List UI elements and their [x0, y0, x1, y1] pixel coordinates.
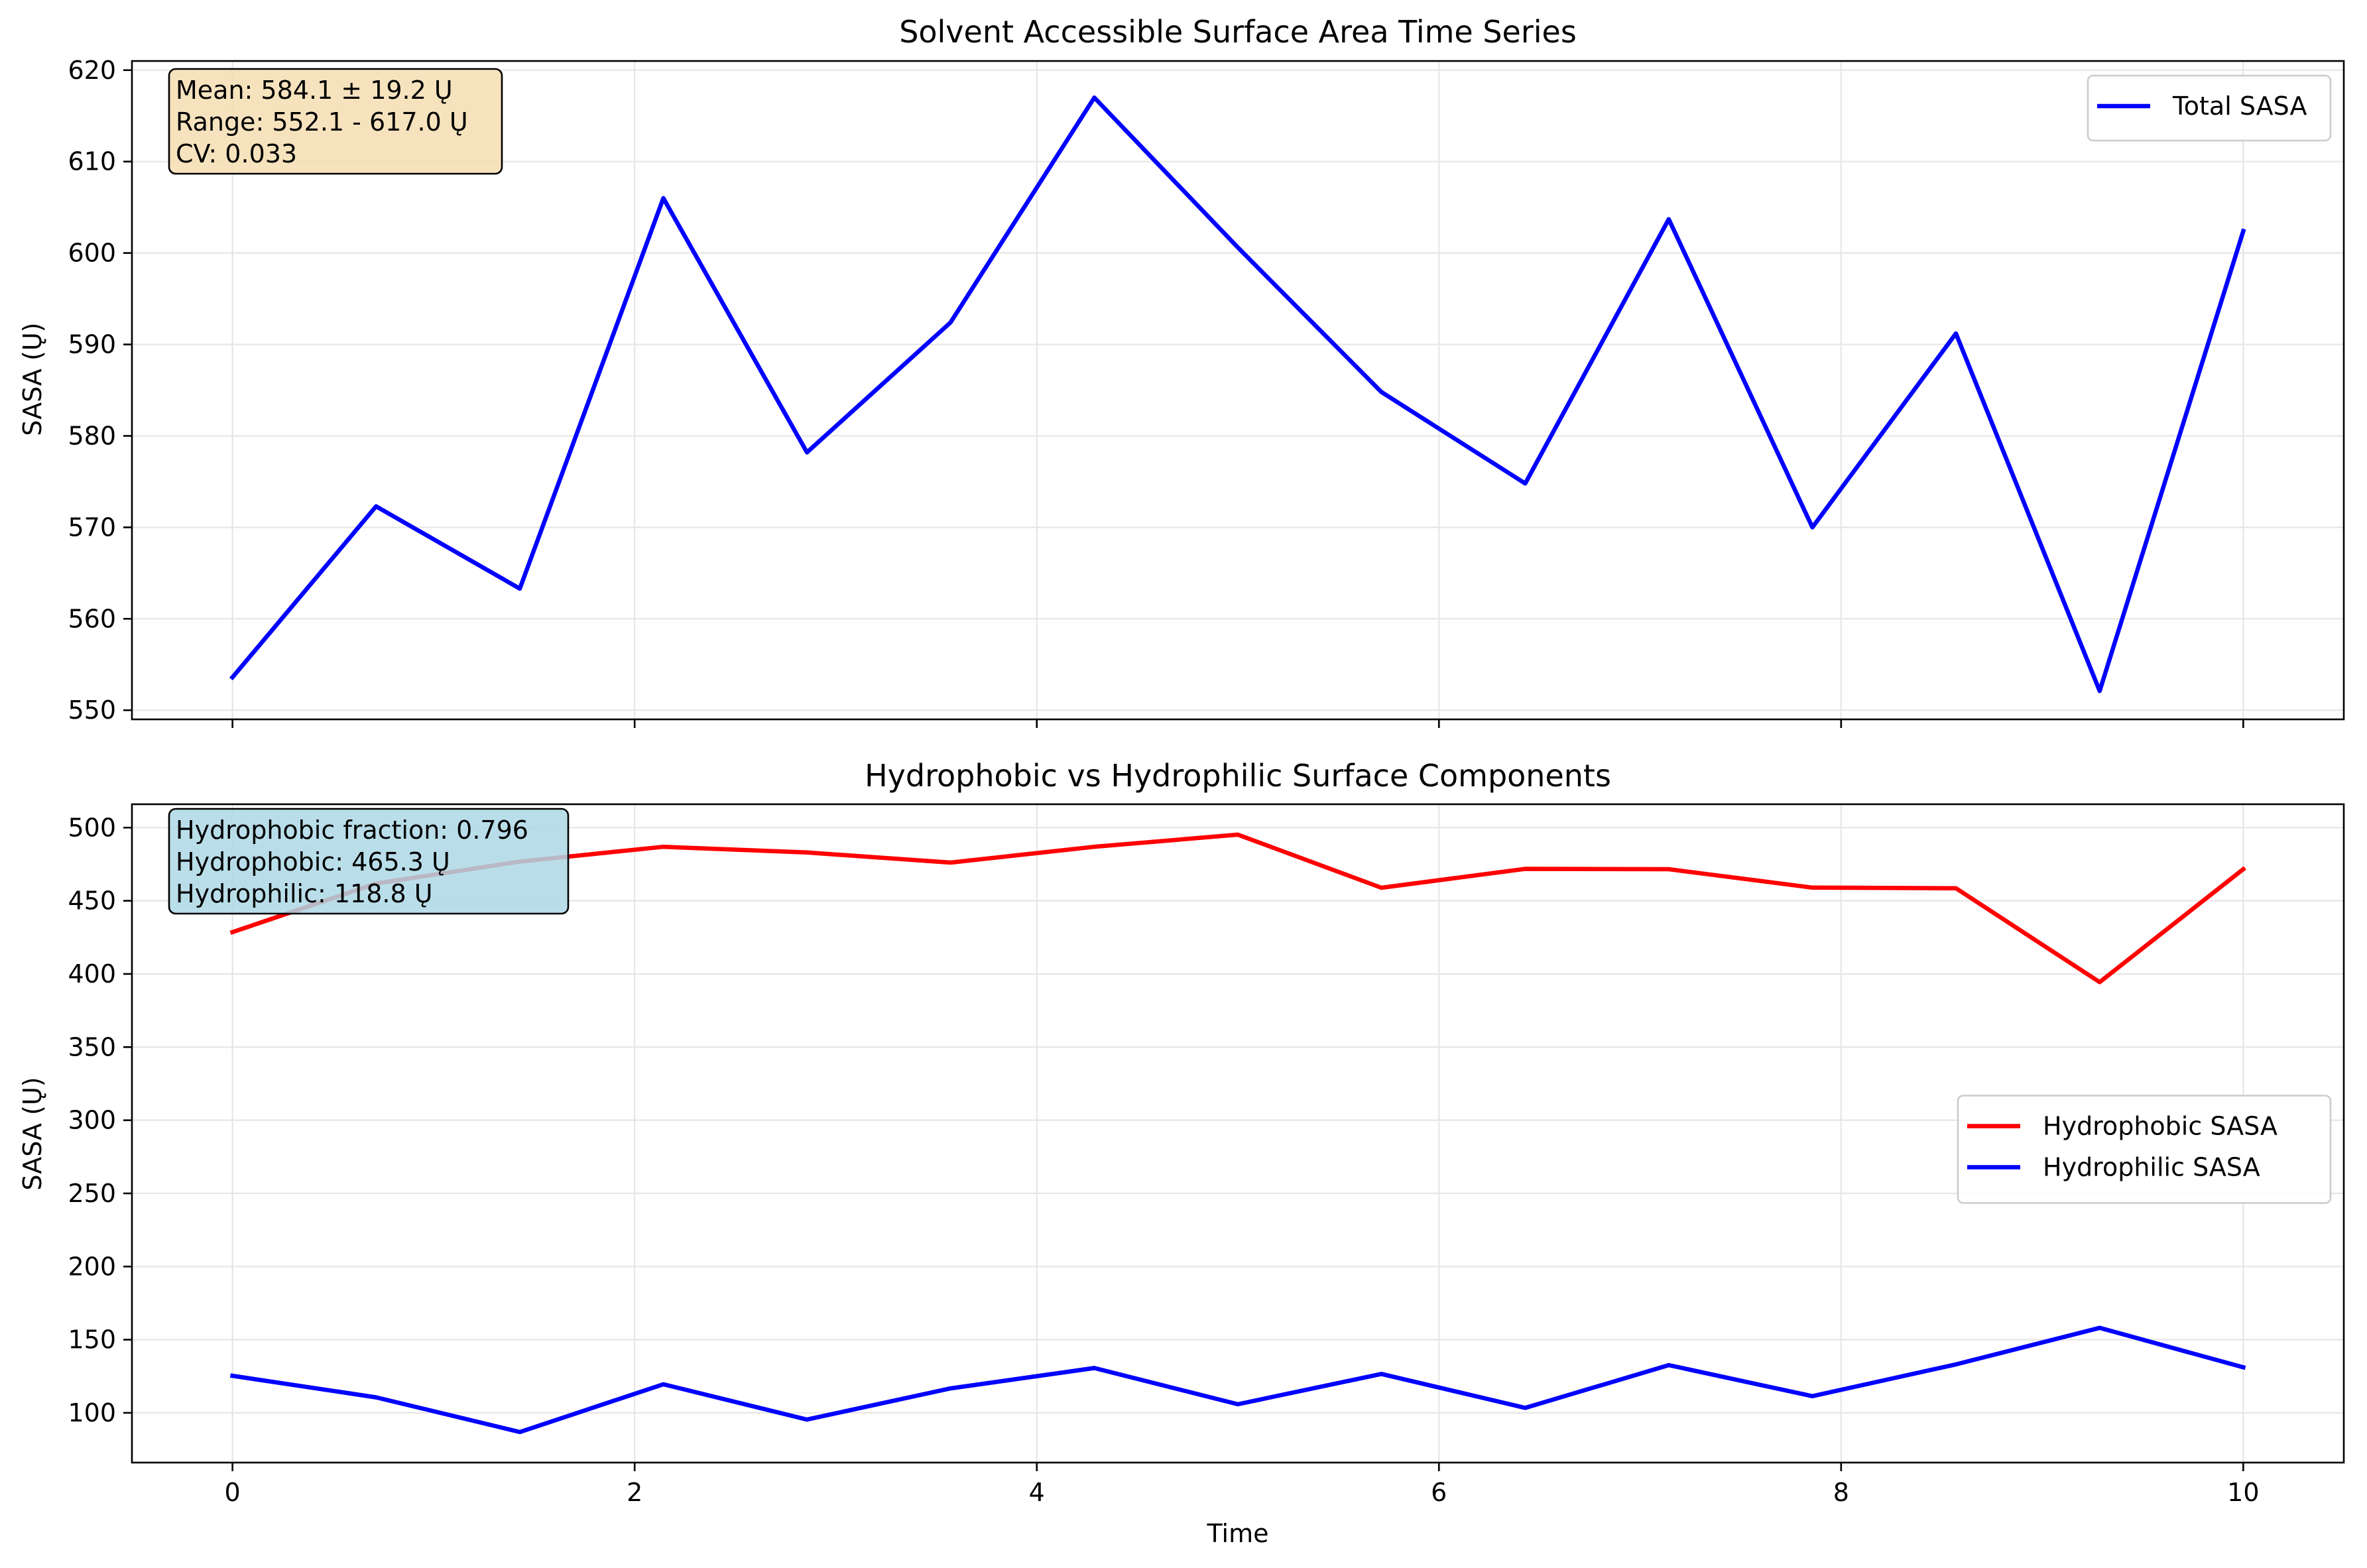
y-tick-label: 560 [68, 604, 116, 633]
series-line-hydrophilic-sasa [229, 1325, 2246, 1435]
stats-annotation-line: Hydrophilic: 118.8 Ų [176, 879, 433, 908]
y-axis-label: SASA (Ų) [18, 1077, 47, 1190]
legend-box [1957, 1095, 2332, 1204]
y-tick-label: 590 [68, 330, 116, 359]
y-tick-label: 250 [68, 1179, 116, 1208]
stats-annotation-line: Hydrophobic fraction: 0.796 [176, 815, 528, 845]
x-tick-label: 8 [1833, 1478, 1849, 1507]
chart-panel-total-sasa: Solvent Accessible Surface Area Time Ser… [18, 14, 2345, 728]
y-tick-label: 600 [68, 239, 116, 268]
y-tick-label: 570 [68, 513, 116, 542]
series-line-total-sasa [229, 95, 2246, 694]
legend-box [2087, 74, 2332, 142]
x-tick-label: 6 [1431, 1478, 1447, 1507]
x-tick-label: 10 [2227, 1478, 2259, 1507]
stats-annotation-box [168, 808, 570, 915]
legend-label: Total SASA [2172, 91, 2307, 121]
x-tick-label: 2 [627, 1478, 642, 1507]
y-tick-label: 350 [68, 1032, 116, 1061]
legend-label: Hydrophobic SASA [2043, 1112, 2277, 1141]
y-tick-label: 100 [68, 1398, 116, 1427]
y-tick-label: 200 [68, 1252, 116, 1281]
plot-frame [131, 60, 2345, 721]
x-tick-label: 4 [1029, 1478, 1045, 1507]
chart-title: Hydrophobic vs Hydrophilic Surface Compo… [865, 758, 1611, 794]
legend-label: Hydrophilic SASA [2043, 1153, 2260, 1182]
stats-annotation-box [168, 68, 503, 175]
y-tick-label: 400 [68, 959, 116, 989]
y-tick-label: 580 [68, 421, 116, 450]
stats-annotation-line: Range: 552.1 - 617.0 Ų [176, 107, 468, 137]
plot-frame [131, 803, 2345, 1464]
chart-panel-surface-components: Hydrophobic vs Hydrophilic Surface Compo… [18, 758, 2345, 1548]
y-tick-label: 300 [68, 1106, 116, 1135]
chart-title: Solvent Accessible Surface Area Time Ser… [899, 14, 1577, 50]
stats-annotation-line: Mean: 584.1 ± 19.2 Ų [176, 76, 453, 105]
x-axis-label: Time [1207, 1519, 1269, 1548]
stats-annotation-line: CV: 0.033 [176, 139, 297, 168]
y-axis-label: SASA (Ų) [18, 322, 47, 436]
y-tick-label: 610 [68, 147, 116, 176]
y-tick-label: 550 [68, 695, 116, 725]
y-tick-label: 620 [68, 56, 116, 85]
y-tick-label: 500 [68, 813, 116, 842]
x-tick-label: 0 [225, 1478, 241, 1507]
stats-annotation-line: Hydrophobic: 465.3 Ų [176, 847, 450, 876]
y-tick-label: 150 [68, 1325, 116, 1355]
y-tick-label: 450 [68, 886, 116, 916]
